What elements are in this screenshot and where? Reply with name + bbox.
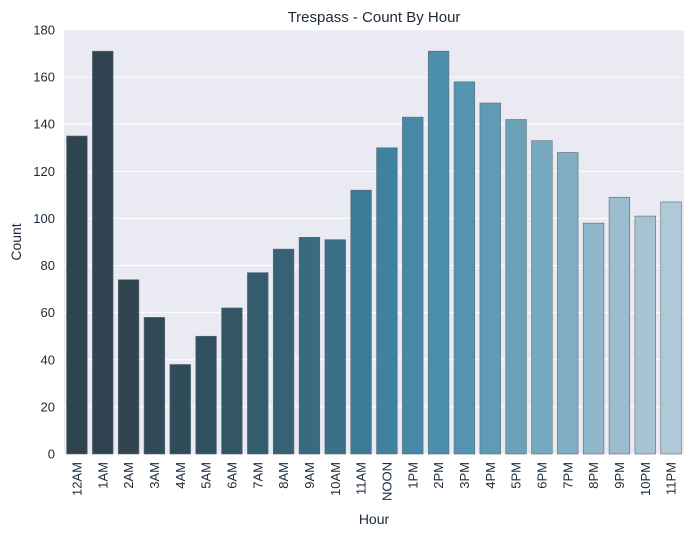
x-axis-label: Hour xyxy=(359,511,390,527)
x-tick-label: 1AM xyxy=(95,462,110,489)
grid-lines xyxy=(64,29,684,455)
x-tick-label: 5PM xyxy=(509,462,524,489)
x-tick-label: 7PM xyxy=(560,462,575,489)
x-tick-label: 1PM xyxy=(405,462,420,489)
bar-3pm xyxy=(453,81,476,455)
bar-4pm xyxy=(479,102,501,455)
x-tick-label: 9AM xyxy=(302,462,317,489)
y-tick-labels: 0 20 40 60 80 100 120 140 160 180 xyxy=(33,23,55,462)
x-tick-label: 7AM xyxy=(250,462,265,489)
bar-12am xyxy=(66,135,88,455)
bar-noon xyxy=(376,147,398,455)
x-tick-label: 12AM xyxy=(69,462,84,496)
bar-7am xyxy=(247,272,269,455)
bar-9am xyxy=(298,236,321,455)
y-tick-label: 80 xyxy=(41,258,55,273)
bar-2pm xyxy=(427,50,450,455)
y-tick-label: 180 xyxy=(33,23,55,38)
bar-6am xyxy=(221,307,243,455)
x-tick-label: 2AM xyxy=(121,462,136,489)
x-tick-label: 5AM xyxy=(199,462,214,489)
x-tick-label: NOON xyxy=(379,462,394,501)
y-tick-label: 100 xyxy=(33,211,55,226)
x-tick-label: 10AM xyxy=(328,462,343,496)
x-tick-label: 6AM xyxy=(224,462,239,489)
bar-11am xyxy=(350,189,372,455)
x-tick-label: 10PM xyxy=(638,462,653,496)
y-tick-label: 40 xyxy=(41,352,55,367)
x-tick-label: 6PM xyxy=(534,462,549,489)
bar-8pm xyxy=(582,222,605,455)
bar-7pm xyxy=(557,152,579,455)
x-tick-label: 3AM xyxy=(147,462,162,489)
plot-background xyxy=(64,30,684,454)
bars xyxy=(66,50,682,455)
y-tick-label: 140 xyxy=(33,117,55,132)
x-tick-label: 4AM xyxy=(173,462,188,489)
bar-1am xyxy=(92,50,114,455)
bar-8am xyxy=(272,248,295,455)
x-tick-label: 2PM xyxy=(431,462,446,489)
bar-4am xyxy=(169,364,191,455)
bar-9pm xyxy=(608,196,631,455)
bar-2am xyxy=(117,279,140,455)
x-tick-label: 11AM xyxy=(354,462,369,495)
y-tick-label: 20 xyxy=(41,399,55,414)
x-tick-label: 4PM xyxy=(483,462,498,489)
chart-title: Trespass - Count By Hour xyxy=(288,9,461,26)
y-tick-label: 120 xyxy=(33,164,55,179)
bar-3am xyxy=(143,317,166,455)
y-tick-label: 0 xyxy=(48,447,55,462)
bar-6pm xyxy=(531,140,553,455)
x-tick-label: 9PM xyxy=(612,462,627,489)
bar-11pm xyxy=(660,201,682,455)
y-tick-label: 60 xyxy=(41,305,55,320)
bar-10pm xyxy=(634,215,656,455)
x-tick-label: 8AM xyxy=(276,462,291,489)
x-tick-label: 8PM xyxy=(586,462,601,489)
bar-1pm xyxy=(402,116,424,455)
x-tick-labels: 12AM 1AM 2AM 3AM 4AM 5AM 6AM 7AM 8AM 9AM 10AM 11AM N… xyxy=(69,462,678,501)
x-tick-label: 3PM xyxy=(457,462,472,489)
bar-5pm xyxy=(505,119,527,455)
y-axis-label: Count xyxy=(8,223,24,260)
bar-5am xyxy=(195,335,217,455)
bar-10am xyxy=(324,239,346,455)
y-tick-label: 160 xyxy=(33,70,55,85)
x-tick-label: 11PM xyxy=(664,462,679,495)
